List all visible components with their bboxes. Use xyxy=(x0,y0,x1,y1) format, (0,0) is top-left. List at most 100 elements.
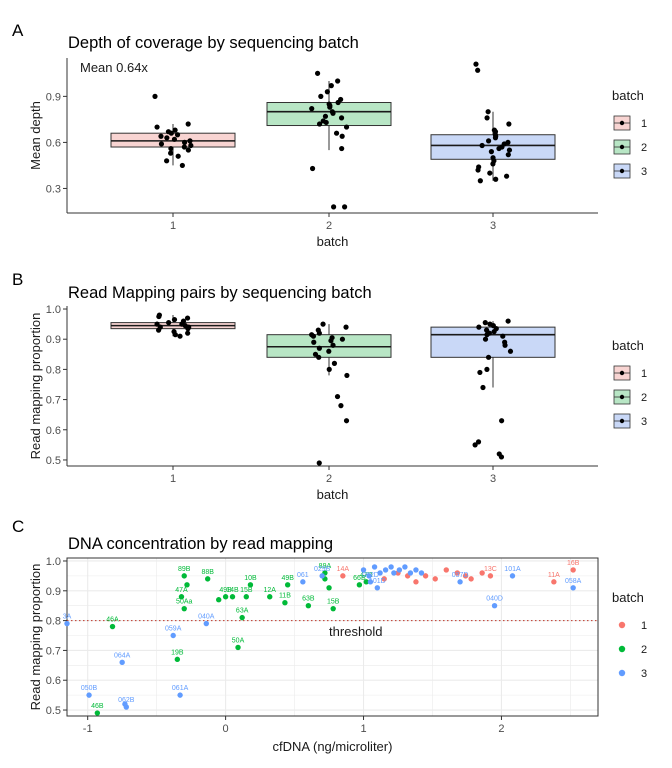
x-tick-label: -1 xyxy=(83,723,93,735)
data-point-batch-1 xyxy=(152,93,158,99)
legend-title: batch xyxy=(612,590,644,605)
data-point-batch-1 xyxy=(188,142,194,149)
legend-key-point-1 xyxy=(618,621,626,629)
data-point-batch-3 xyxy=(119,659,125,666)
plot-border xyxy=(66,557,599,717)
data-point-batch-2 xyxy=(339,133,345,139)
data-point-batch-2 xyxy=(326,348,332,354)
data-point-batch-3 xyxy=(503,173,510,179)
data-point-batch-1 xyxy=(168,145,174,152)
point-label: 040D xyxy=(486,596,503,603)
data-point-batch-3 xyxy=(493,176,499,182)
data-point-batch-1 xyxy=(185,147,191,153)
point-label: 14A xyxy=(337,566,350,573)
data-point-batch-2 xyxy=(184,582,190,588)
data-point-batch-2 xyxy=(335,99,341,106)
data-point-batch-1 xyxy=(158,133,164,139)
data-point-batch-3 xyxy=(476,324,482,330)
data-point-batch-1 xyxy=(487,573,494,579)
data-point-batch-3 xyxy=(477,369,483,376)
data-point-batch-2 xyxy=(318,93,324,99)
y-tick-label: 0.6 xyxy=(46,137,61,149)
data-point-batch-1 xyxy=(166,320,172,326)
data-point-batch-2 xyxy=(330,605,336,612)
data-point-batch-2 xyxy=(316,354,322,360)
point-label: 040A xyxy=(198,614,215,621)
legend-label-1: 1 xyxy=(641,368,647,380)
y-axis-title: Read mapping proportion xyxy=(28,313,43,460)
data-point-batch-3 xyxy=(487,170,493,176)
data-point-batch-2 xyxy=(310,333,317,339)
data-point-batch-3 xyxy=(484,115,490,121)
point-label: 15B xyxy=(240,587,253,594)
point-label: 89A xyxy=(319,563,332,570)
x-axis-title: batch xyxy=(317,234,349,249)
x-tick-label: 2 xyxy=(326,220,332,232)
data-point-batch-2 xyxy=(94,710,101,716)
data-point-batch-3 xyxy=(491,602,498,609)
data-point-batch-2 xyxy=(328,338,334,344)
legend-label-3: 3 xyxy=(641,166,647,178)
point-label: 052D xyxy=(362,572,379,579)
data-point-batch-1 xyxy=(172,332,178,338)
data-point-batch-2 xyxy=(178,594,185,600)
point-label: 13C xyxy=(484,566,497,573)
data-point-batch-2 xyxy=(331,360,338,366)
data-point-batch-3 xyxy=(498,454,505,460)
legend-label-3: 3 xyxy=(641,416,647,428)
data-point-batch-3 xyxy=(418,570,425,576)
data-point-batch-3 xyxy=(507,348,514,354)
data-point-batch-2 xyxy=(326,366,332,372)
point-label: 050B xyxy=(81,685,98,692)
threshold-label: threshold xyxy=(329,624,382,639)
data-point-batch-3 xyxy=(472,442,478,448)
y-tick-label: 0.9 xyxy=(46,91,61,103)
data-point-batch-1 xyxy=(172,127,178,133)
data-point-batch-2 xyxy=(282,600,288,606)
y-tick-label: 0.8 xyxy=(46,616,61,628)
x-tick-label: 0 xyxy=(223,723,229,735)
data-point-batch-1 xyxy=(462,573,469,579)
data-point-batch-3 xyxy=(475,167,481,173)
point-label: 12A xyxy=(264,587,277,594)
data-point-batch-2 xyxy=(339,336,346,342)
data-point-batch-3 xyxy=(177,692,183,698)
y-tick-label: 1.0 xyxy=(46,556,61,568)
legend-title: batch xyxy=(612,338,644,353)
data-point-batch-3 xyxy=(360,567,367,573)
y-tick-label: 0.7 xyxy=(46,645,61,657)
data-point-batch-1 xyxy=(156,313,162,320)
legend-key-point-2 xyxy=(618,645,626,653)
data-point-batch-1 xyxy=(432,576,438,582)
data-point-batch-3 xyxy=(170,632,176,639)
data-point-batch-1 xyxy=(184,315,191,321)
point-label: 11B xyxy=(279,593,291,600)
data-point-batch-2 xyxy=(316,121,323,127)
chart-title: Read Mapping pairs by sequencing batch xyxy=(68,284,372,302)
data-point-batch-2 xyxy=(327,104,333,110)
data-point-batch-1 xyxy=(422,573,429,579)
x-axis-title: batch xyxy=(317,487,349,502)
data-point-batch-2 xyxy=(363,579,369,585)
data-point-batch-3 xyxy=(300,579,306,585)
data-point-batch-3 xyxy=(366,573,372,579)
legend-key-point-3 xyxy=(619,168,625,174)
data-point-batch-2 xyxy=(331,204,337,210)
x-tick-label: 2 xyxy=(498,723,504,735)
data-point-batch-2 xyxy=(181,573,187,579)
x-tick-label: 3 xyxy=(490,473,496,485)
data-point-batch-2 xyxy=(239,614,245,621)
point-label: 061A xyxy=(172,685,189,692)
data-point-batch-2 xyxy=(216,597,222,603)
data-point-batch-1 xyxy=(179,162,185,169)
legend-label-2: 2 xyxy=(641,644,647,656)
data-point-batch-2 xyxy=(311,339,317,345)
data-point-batch-1 xyxy=(164,135,170,141)
data-point-batch-2 xyxy=(229,594,236,600)
point-label: 46B xyxy=(91,703,104,710)
data-point-batch-3 xyxy=(485,138,492,144)
data-point-batch-1 xyxy=(158,141,165,147)
data-point-batch-3 xyxy=(371,564,378,570)
data-point-batch-1 xyxy=(164,158,170,164)
